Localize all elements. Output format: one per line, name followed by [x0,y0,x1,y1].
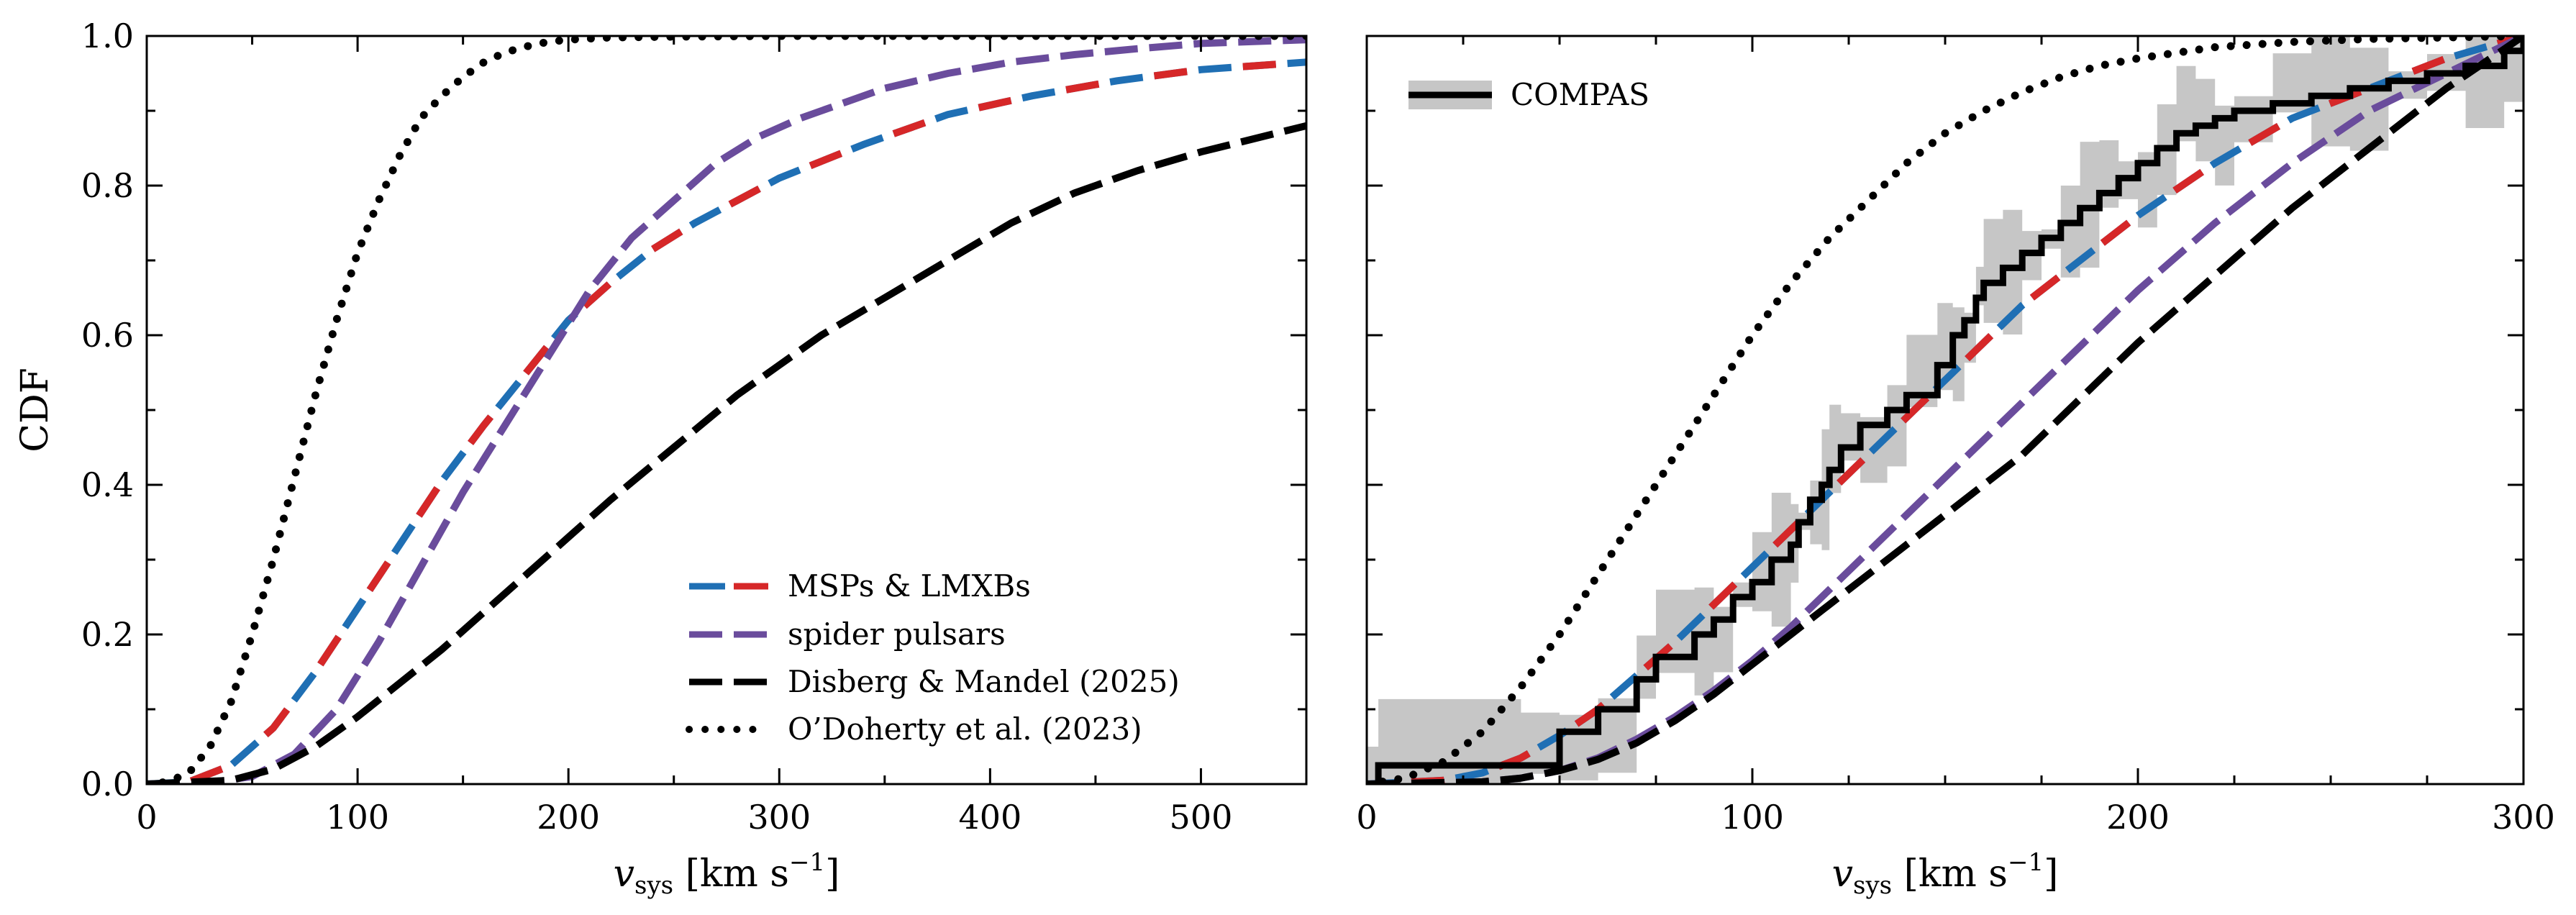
left-xtick-label: 300 [747,798,811,837]
left-ytick-label: 1.0 [81,17,134,55]
left-ytick-label: 0.4 [81,465,134,504]
left-ytick-label: 0.0 [81,765,134,804]
legend-label-spider: spider pulsars [788,616,1006,652]
compas-step-line [1367,36,2523,784]
right-x-axis-label: vsys [km s−1] [1832,848,2059,900]
left-xtick-label: 400 [958,798,1021,837]
left-xtick-label: 0 [136,798,157,837]
right-xtick-label: 300 [2492,798,2555,837]
left-panel: 0 100 200 300 400 500 0.0 0.2 0.4 0.6 0.8 1.0 CDF v… [14,17,1308,900]
left-legend: MSPs & LMXBs spider pulsars Disberg & Ma… [686,568,1180,747]
legend-label-odoherty: O’Doherty et al. (2023) [788,711,1142,747]
legend-entry-disberg: Disberg & Mandel (2025) [689,664,1180,699]
legend-label-compas: COMPAS [1511,77,1649,112]
left-xtick-label: 200 [537,798,600,837]
right-series-disberg [1367,36,2523,784]
left-series-disberg [147,122,1306,784]
left-xtick-label: 500 [1170,798,1233,837]
right-series-odoherty [1367,36,2523,784]
right-xtick-label: 100 [1721,798,1784,837]
legend-label-disberg: Disberg & Mandel (2025) [788,664,1180,699]
right-xtick-label: 200 [2106,798,2170,837]
legend-entry-msp: MSPs & LMXBs [689,568,1031,604]
left-ytick-label: 0.2 [81,615,134,654]
compas-uncertainty-band [1367,36,2523,784]
left-x-axis-label: vsys [km s−1] [614,848,840,900]
left-xtick-label: 100 [326,798,389,837]
right-xtick-label: 0 [1356,798,1377,837]
left-y-axis-label: CDF [14,368,57,452]
right-legend: COMPAS [1408,77,1649,112]
left-series-odoherty [147,36,1306,784]
left-ytick-label: 0.8 [81,166,134,205]
legend-label-msp: MSPs & LMXBs [788,568,1031,604]
legend-entry-odoherty: O’Doherty et al. (2023) [686,711,1142,747]
left-series-spider [147,36,1306,784]
right-panel: 0 100 200 300 vsys [km s−1] COMPAS [1356,35,2555,900]
left-series-msp-red [147,58,1306,784]
left-ytick-label: 0.6 [81,316,134,355]
legend-entry-spider: spider pulsars [689,616,1006,652]
